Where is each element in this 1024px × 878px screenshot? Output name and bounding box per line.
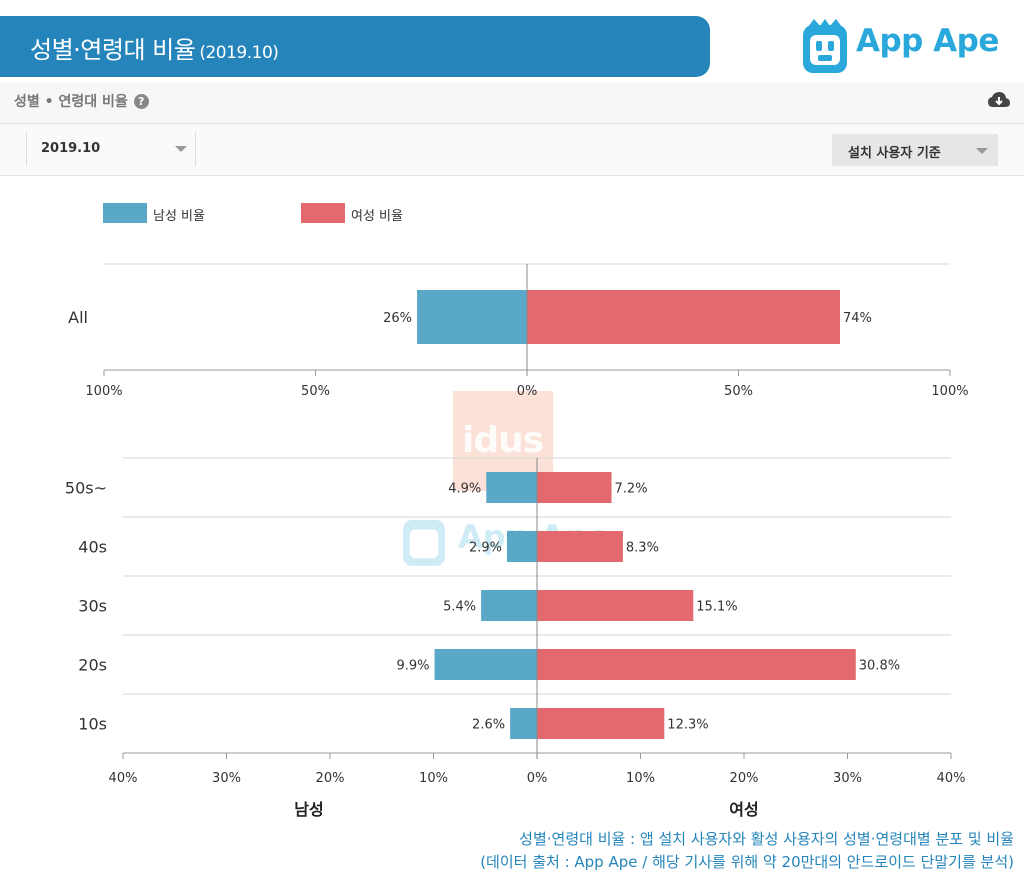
x-tick-label: 40% xyxy=(937,771,966,786)
bar-male-label: 2.6% xyxy=(472,718,505,733)
legend-male-label: 남성 비율 xyxy=(153,209,205,224)
x-axis-label-male: 남성 xyxy=(294,800,323,819)
bar-female-label: 74% xyxy=(843,311,872,326)
app-ape-mascot-icon xyxy=(402,519,446,566)
filter-bar: 2019.10 설치 사용자 기준 xyxy=(0,124,1024,176)
caption-line-1: 성별·연령대 비율 : 앱 설치 사용자와 활성 사용자의 성별·연령대별 분포… xyxy=(519,830,1014,848)
legend-female[interactable]: 여성 비율 xyxy=(301,203,441,225)
x-tick-label: 20% xyxy=(316,771,345,786)
category-label: 50s~ xyxy=(65,479,107,498)
bar-female xyxy=(537,472,612,503)
legend-female-label: 여성 비율 xyxy=(351,209,403,224)
bar-female xyxy=(527,290,841,344)
legend-male[interactable]: 남성 비율 xyxy=(103,203,243,225)
x-tick-label: 0% xyxy=(517,384,538,399)
x-tick-label: 10% xyxy=(419,771,448,786)
bar-female xyxy=(537,590,694,621)
bar-female xyxy=(537,649,856,680)
section-label: 성별 • 연령대 비율? xyxy=(14,91,149,111)
bar-female xyxy=(537,531,623,562)
bar-female-label: 15.1% xyxy=(696,600,737,615)
category-label: 40s xyxy=(78,538,107,557)
x-tick-label: 50% xyxy=(301,384,330,399)
category-label: 10s xyxy=(78,715,107,734)
x-tick-label: 10% xyxy=(626,771,655,786)
x-tick-label: 20% xyxy=(730,771,759,786)
category-label: All xyxy=(68,308,88,327)
bar-male xyxy=(506,531,537,562)
basis-dropdown-value: 설치 사용자 기준 xyxy=(848,146,941,161)
chevron-down-icon xyxy=(976,148,988,154)
x-tick-label: 0% xyxy=(527,771,548,786)
page-title-text: 성별·연령대 비율 xyxy=(30,36,196,64)
bar-male-label: 4.9% xyxy=(448,482,481,497)
bar-male-label: 5.4% xyxy=(443,600,476,615)
x-axis-label-female: 여성 xyxy=(729,800,758,819)
period-dropdown[interactable]: 2019.10 xyxy=(26,132,196,166)
basis-dropdown[interactable]: 설치 사용자 기준 xyxy=(832,134,998,166)
bar-male-label: 26% xyxy=(383,311,412,326)
bar-male xyxy=(417,290,527,344)
bar-male xyxy=(434,649,537,680)
bar-female xyxy=(537,708,665,739)
x-tick-label: 100% xyxy=(85,384,122,399)
legend-male-swatch xyxy=(103,203,147,223)
title-banner: 성별·연령대 비율 (2019.10) xyxy=(0,16,710,77)
cloud-download-icon[interactable] xyxy=(988,91,1010,111)
category-label: 30s xyxy=(78,597,107,616)
page-title-period: (2019.10) xyxy=(199,43,279,63)
x-tick-label: 30% xyxy=(212,771,241,786)
caption-line-2: (데이터 출처 : App Ape / 해당 기사를 위해 약 20만대의 안드… xyxy=(480,853,1014,871)
bar-female-label: 12.3% xyxy=(667,718,708,733)
brand-name: App Ape xyxy=(856,23,999,59)
bar-male-label: 9.9% xyxy=(397,659,430,674)
bar-female-label: 8.3% xyxy=(626,541,659,556)
question-circle-icon[interactable]: ? xyxy=(133,94,149,109)
section-subheader: 성별 • 연령대 비율? xyxy=(0,82,1024,124)
bar-female-label: 7.2% xyxy=(615,482,648,497)
bar-male-label: 2.9% xyxy=(469,541,502,556)
idus-watermark-text: idus xyxy=(462,420,544,461)
period-dropdown-value: 2019.10 xyxy=(41,141,101,156)
bar-male xyxy=(486,472,537,503)
bar-female-label: 30.8% xyxy=(859,659,900,674)
legend-female-swatch xyxy=(301,203,345,223)
chart-caption: 성별·연령대 비율 : 앱 설치 사용자와 활성 사용자의 성별·연령대별 분포… xyxy=(480,828,1014,874)
x-tick-label: 50% xyxy=(724,384,753,399)
app-ape-mascot-icon xyxy=(803,19,847,73)
page-title: 성별·연령대 비율 (2019.10) xyxy=(30,30,279,65)
chevron-down-icon xyxy=(175,146,187,152)
x-tick-label: 30% xyxy=(833,771,862,786)
bar-male xyxy=(481,590,537,621)
x-tick-label: 40% xyxy=(109,771,138,786)
category-label: 20s xyxy=(78,656,107,675)
app-ape-logo: App Ape xyxy=(800,17,1010,75)
x-tick-label: 100% xyxy=(931,384,968,399)
bar-male xyxy=(510,708,537,739)
section-label-text: 성별 • 연령대 비율 xyxy=(14,94,128,110)
